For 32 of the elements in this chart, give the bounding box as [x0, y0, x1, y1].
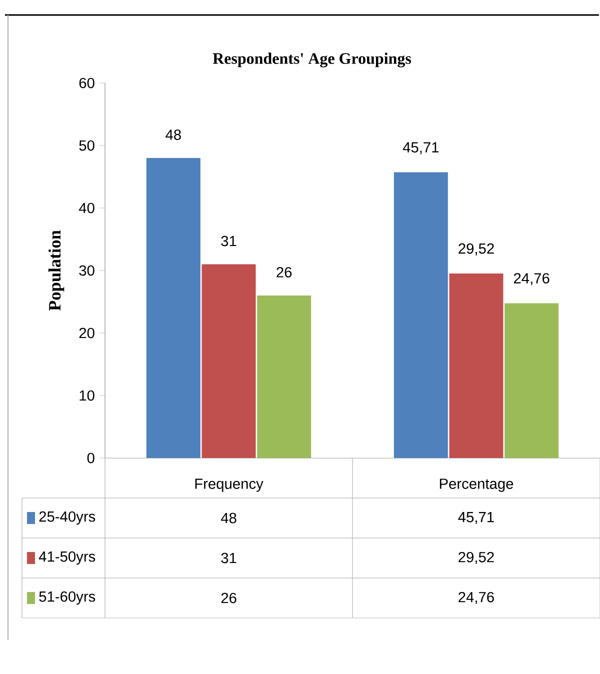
y-tick-label: 50 — [79, 140, 94, 151]
y-tick-label: 0 — [87, 452, 94, 464]
bar — [146, 158, 200, 458]
text: 29,52 — [458, 243, 494, 256]
y-tick-label: 40 — [78, 202, 94, 214]
data-label: 24,76 — [458, 592, 494, 604]
bar — [202, 264, 256, 458]
x-tick-label: Percentage — [440, 478, 513, 492]
data-label: 45,71 — [458, 512, 494, 524]
legend-label: 25-40yrs — [39, 511, 95, 525]
text: 45,71 — [402, 142, 438, 154]
chart-title: Respondents' Age Groupings — [212, 52, 411, 68]
bar — [449, 273, 504, 458]
text: 48 — [165, 130, 181, 140]
y-tick-label: 60 — [79, 78, 94, 88]
y-axis-title: Population — [48, 230, 64, 311]
text: 31 — [221, 236, 236, 246]
data-label: 48 — [220, 512, 236, 524]
legend-label: 41-50yrs — [38, 551, 95, 565]
x-tick-label: Frequency — [195, 478, 264, 492]
data-label: 26 — [221, 592, 236, 604]
y-tick-label: 20 — [79, 328, 94, 338]
text: 24,76 — [514, 273, 550, 286]
legend-label: 51-60yrs — [39, 591, 95, 605]
y-tick-label: 10 — [80, 390, 94, 401]
bar — [256, 295, 311, 458]
data-label: 31 — [221, 552, 236, 564]
data-label: 29,52 — [458, 552, 494, 564]
y-tick-label: 30 — [79, 265, 94, 276]
bar — [504, 303, 558, 458]
bar — [394, 172, 448, 458]
text: 26 — [276, 267, 292, 278]
